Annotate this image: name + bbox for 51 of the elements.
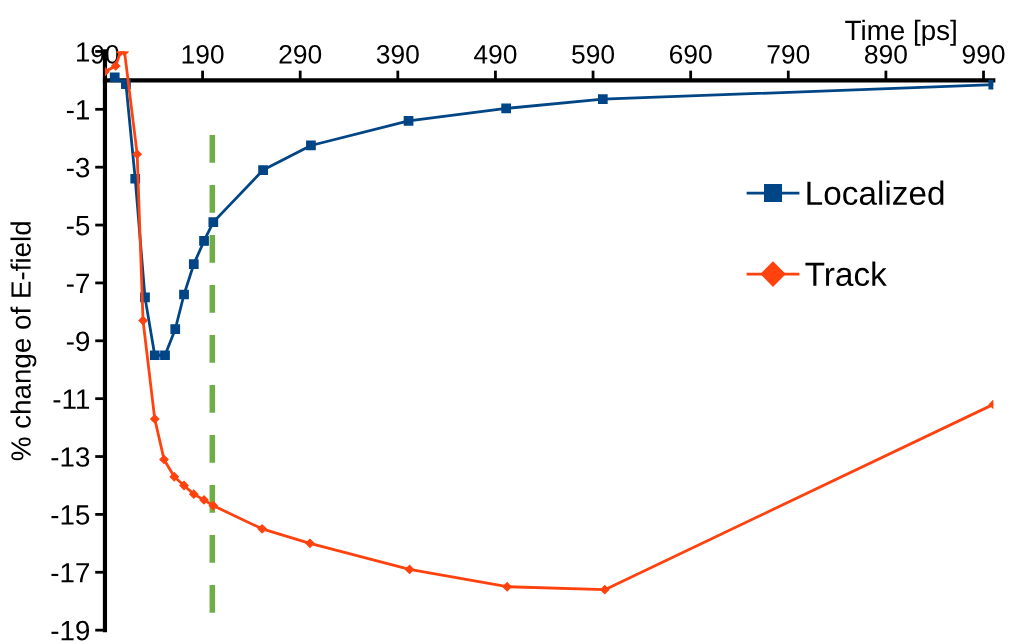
point (199, 495, 209, 505)
point (208, 501, 218, 511)
point (159, 454, 169, 465)
point (179, 480, 189, 491)
x-tick-label: 490 (474, 44, 517, 64)
point (132, 149, 142, 159)
point (305, 538, 315, 548)
point (600, 585, 610, 595)
point (258, 165, 268, 175)
x-axis-title: Time [ps] (845, 19, 956, 46)
y-axis-title: % change of E-field (10, 222, 37, 461)
point (109, 72, 120, 83)
point (208, 217, 219, 228)
point (169, 472, 179, 482)
point (138, 315, 148, 326)
point (403, 116, 414, 126)
y-tick-label: 1 (77, 42, 90, 62)
y-tick-label: -13 (51, 447, 90, 467)
legend-label: Localized (807, 180, 944, 206)
point (149, 350, 160, 361)
x-tick-label: 390 (376, 44, 419, 64)
point (170, 324, 181, 335)
point (189, 489, 199, 499)
point (501, 103, 512, 114)
x-tick-label: 290 (279, 44, 322, 64)
x-tick-label: 990 (962, 44, 1005, 64)
point (257, 524, 267, 534)
point (404, 564, 415, 574)
y-tick-label: -1 (66, 100, 90, 120)
x-tick-label: 590 (572, 44, 615, 64)
point (188, 259, 199, 269)
y-tick-label: -3 (66, 157, 90, 178)
x-tick-label: 890 (865, 44, 907, 64)
y-tick-label: -11 (53, 389, 90, 409)
y-tick-label: -5 (66, 216, 90, 236)
x-tick-label: 190 (182, 44, 224, 64)
point (306, 140, 316, 151)
point (160, 350, 170, 361)
point (597, 94, 608, 105)
y-tick-label: -17 (51, 563, 89, 583)
y-tick-label: -9 (66, 331, 90, 352)
y-tick-label: -15 (51, 505, 90, 525)
x-tick-label: 790 (767, 44, 810, 64)
point (179, 289, 189, 300)
y-tick-label: -19 (51, 620, 90, 641)
y-tick-label: -7 (66, 273, 89, 293)
point (502, 582, 512, 592)
point (199, 236, 209, 246)
legend-label: Track (805, 261, 887, 287)
point (150, 414, 160, 424)
x-tick-label: 690 (669, 44, 712, 64)
